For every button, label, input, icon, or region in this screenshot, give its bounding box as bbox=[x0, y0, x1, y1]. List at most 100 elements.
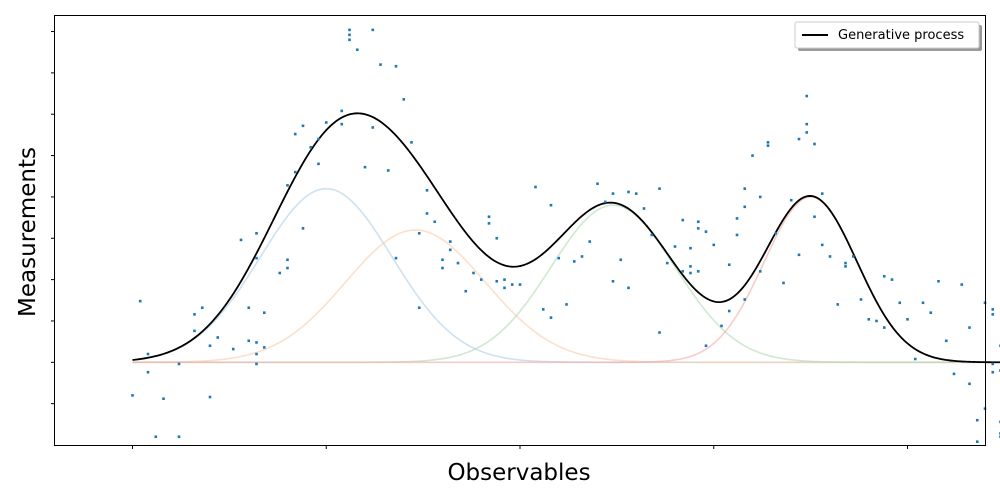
data-point bbox=[975, 418, 979, 422]
data-point bbox=[944, 339, 948, 343]
data-point bbox=[572, 260, 576, 263]
data-point bbox=[689, 265, 692, 268]
legend-entry-label: Generative process bbox=[838, 28, 964, 43]
data-point bbox=[472, 271, 475, 275]
data-point bbox=[255, 232, 258, 235]
data-point bbox=[162, 397, 165, 400]
data-point bbox=[293, 170, 297, 174]
data-point bbox=[425, 212, 429, 215]
data-point bbox=[565, 303, 568, 306]
data-point bbox=[634, 192, 638, 195]
data-point bbox=[441, 258, 444, 262]
data-point bbox=[371, 126, 375, 129]
data-point bbox=[913, 357, 917, 361]
data-point bbox=[766, 141, 770, 144]
data-point bbox=[255, 341, 258, 344]
data-point bbox=[727, 309, 731, 313]
data-point bbox=[239, 238, 243, 242]
data-point bbox=[673, 245, 677, 248]
data-point bbox=[355, 48, 359, 52]
data-point bbox=[627, 190, 630, 194]
data-point bbox=[216, 336, 220, 339]
data-point bbox=[503, 286, 506, 290]
data-point bbox=[681, 218, 685, 222]
data-point bbox=[844, 265, 847, 268]
component-curve-4 bbox=[132, 196, 1000, 364]
component-curve-3 bbox=[132, 204, 1000, 364]
data-point bbox=[154, 435, 158, 439]
data-point bbox=[549, 316, 553, 319]
generative-process-line bbox=[132, 112, 1000, 364]
data-point bbox=[417, 306, 421, 310]
data-point bbox=[177, 435, 181, 439]
data-point bbox=[774, 232, 778, 235]
data-point bbox=[193, 313, 196, 316]
data-point bbox=[301, 227, 305, 230]
data-point bbox=[828, 255, 832, 258]
data-point bbox=[394, 256, 398, 260]
data-point bbox=[603, 200, 607, 204]
data-point bbox=[836, 303, 840, 306]
data-point bbox=[495, 236, 499, 240]
data-point bbox=[557, 256, 561, 260]
data-point bbox=[782, 281, 785, 285]
data-point bbox=[937, 279, 940, 283]
data-point bbox=[735, 233, 739, 237]
data-point bbox=[797, 253, 801, 257]
legend-box bbox=[794, 21, 980, 49]
data-point bbox=[820, 243, 824, 247]
generative-process-curve bbox=[132, 112, 1000, 364]
data-point bbox=[379, 63, 382, 66]
data-point bbox=[743, 205, 747, 209]
component-curves bbox=[132, 187, 1000, 364]
data-point bbox=[898, 301, 902, 305]
data-point bbox=[394, 64, 398, 68]
data-point bbox=[658, 331, 661, 334]
data-point bbox=[820, 192, 824, 195]
data-point bbox=[441, 266, 444, 270]
data-point bbox=[735, 217, 739, 220]
data-point bbox=[487, 215, 491, 219]
data-point bbox=[906, 318, 909, 321]
x-ticks bbox=[132, 445, 908, 449]
data-point bbox=[681, 270, 685, 273]
data-point bbox=[968, 382, 971, 386]
data-point bbox=[317, 137, 320, 141]
data-point bbox=[658, 187, 661, 190]
data-point bbox=[743, 187, 747, 190]
data-point bbox=[689, 246, 692, 250]
data-point bbox=[882, 275, 886, 278]
data-point bbox=[960, 283, 964, 286]
data-point bbox=[813, 215, 816, 219]
data-point bbox=[805, 131, 809, 134]
component-curve-2 bbox=[132, 229, 1000, 364]
data-point bbox=[727, 263, 731, 267]
data-point bbox=[844, 261, 847, 265]
y-axis-label: Measurements bbox=[15, 147, 41, 317]
data-point bbox=[611, 279, 615, 283]
data-point bbox=[348, 28, 351, 32]
data-point bbox=[231, 347, 235, 351]
data-point bbox=[805, 122, 809, 126]
data-point bbox=[975, 440, 979, 443]
data-point bbox=[518, 283, 522, 286]
data-point bbox=[479, 278, 483, 281]
data-point bbox=[131, 394, 134, 397]
data-point bbox=[309, 146, 313, 149]
data-point bbox=[495, 279, 499, 283]
data-point bbox=[704, 344, 708, 348]
data-point bbox=[991, 308, 995, 311]
data-point bbox=[541, 308, 545, 311]
data-point bbox=[991, 313, 995, 316]
data-point bbox=[448, 240, 452, 243]
data-point bbox=[882, 326, 886, 329]
data-point bbox=[255, 352, 258, 356]
data-point bbox=[456, 261, 460, 265]
data-point bbox=[805, 94, 809, 98]
data-point bbox=[952, 372, 956, 376]
data-point bbox=[720, 324, 723, 328]
data-point bbox=[255, 256, 258, 260]
data-point bbox=[371, 28, 375, 32]
data-point bbox=[789, 198, 793, 202]
